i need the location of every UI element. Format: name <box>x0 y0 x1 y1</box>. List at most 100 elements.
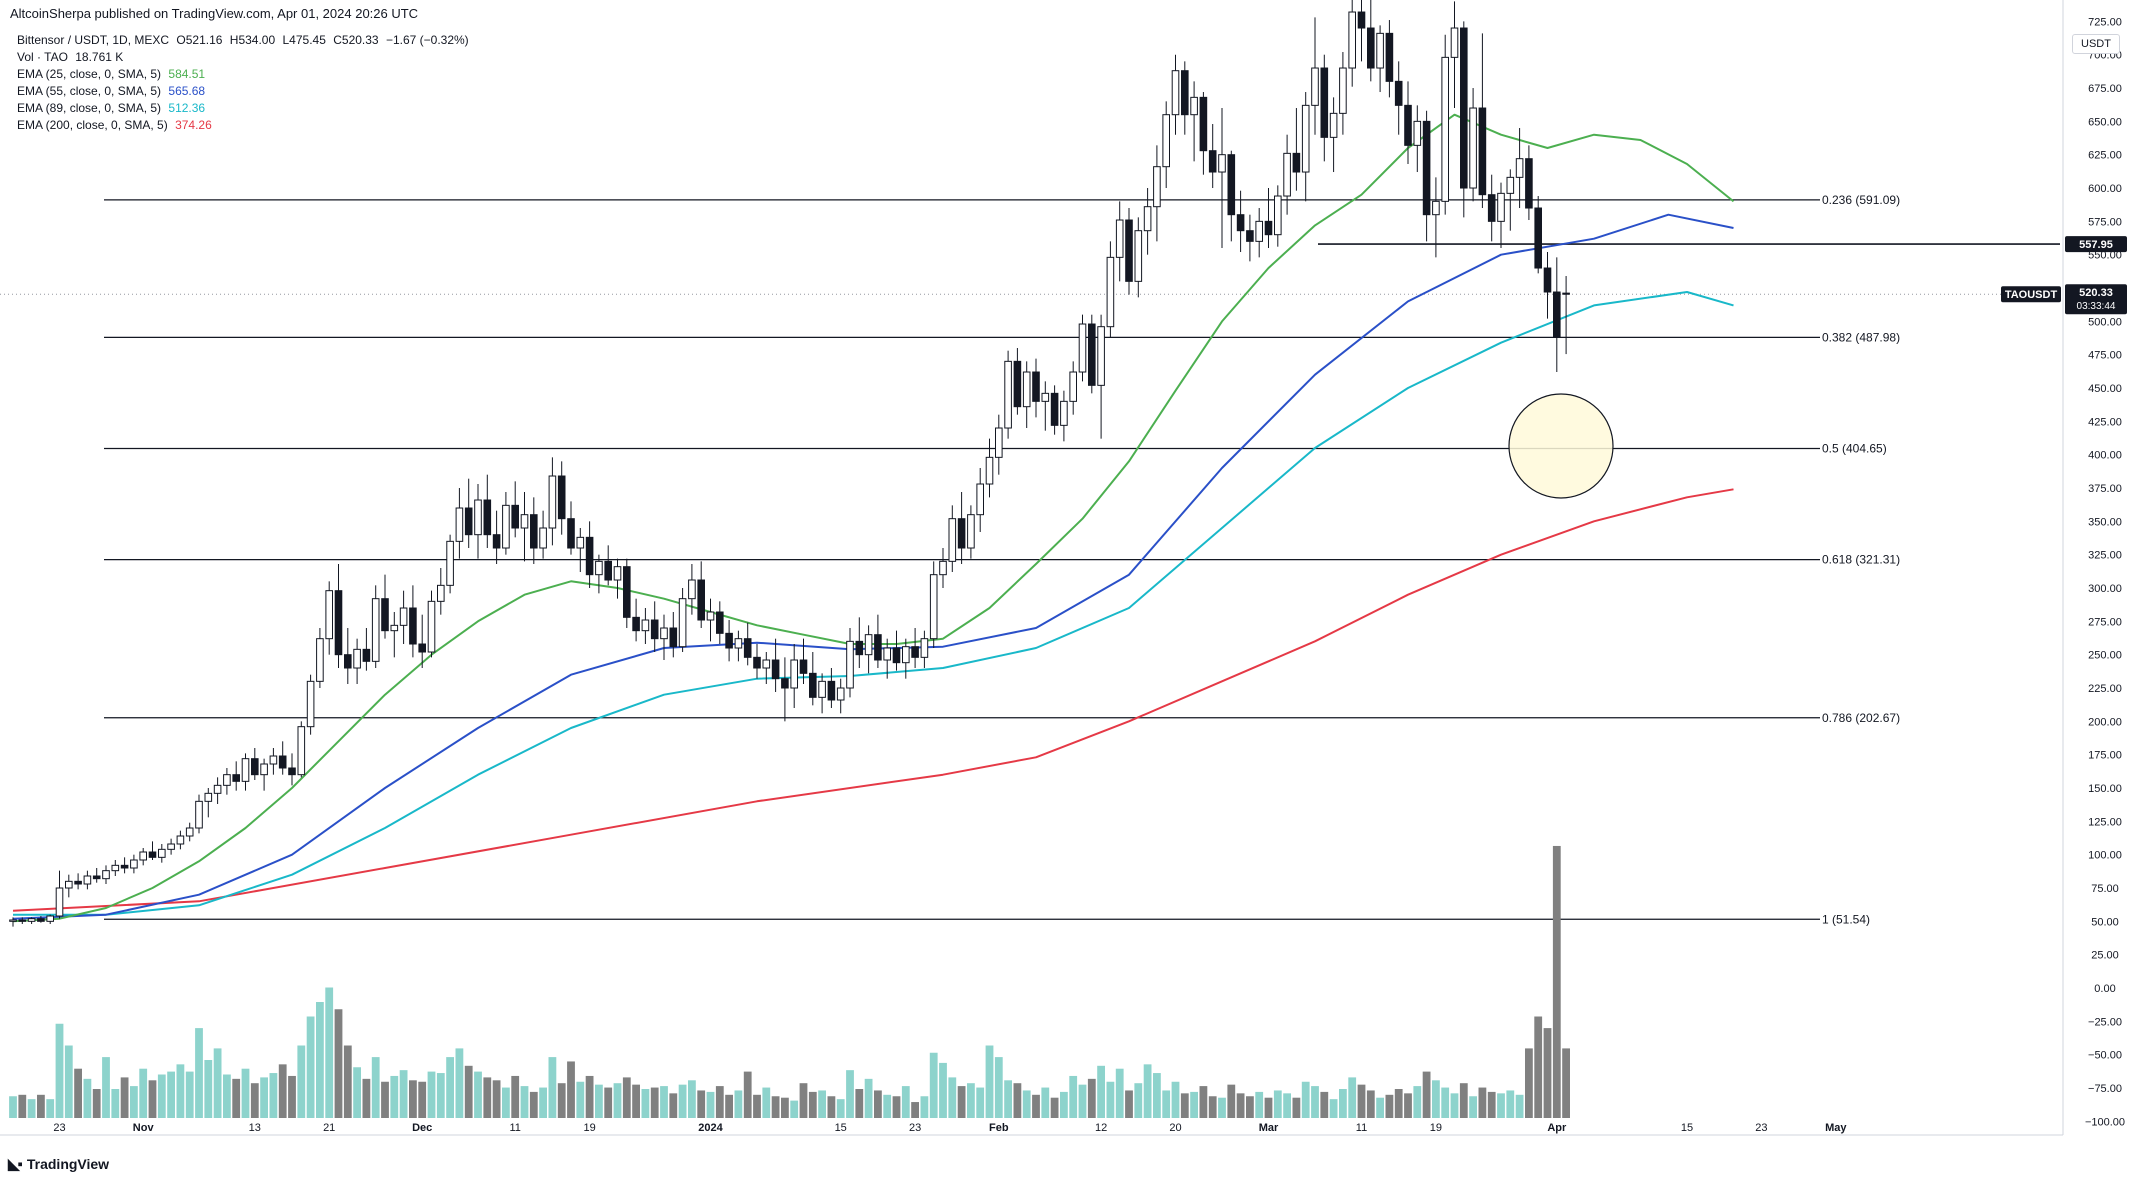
candle-body <box>623 566 631 618</box>
volume-bar <box>1246 1096 1254 1118</box>
ema89-row[interactable]: EMA (89, close, 0, SMA, 5) 512.36 <box>17 100 473 117</box>
published-caption: AltcoinSherpa published on TradingView.c… <box>10 6 419 21</box>
candle-body <box>1218 154 1226 173</box>
candle-body <box>1115 219 1124 258</box>
candle-body <box>1478 107 1487 196</box>
candle-body <box>139 851 147 861</box>
volume-bar <box>1190 1091 1198 1118</box>
ema200-label: EMA (200, close, 0, SMA, 5) <box>17 118 168 132</box>
volume-bar <box>976 1087 985 1118</box>
candle-body <box>418 643 426 653</box>
volume-bar <box>1097 1065 1105 1118</box>
candle-body <box>344 654 352 669</box>
ema55-row[interactable]: EMA (55, close, 0, SMA, 5) 565.68 <box>17 83 473 100</box>
volume-bar <box>250 1083 259 1118</box>
volume-bar <box>1013 1083 1022 1118</box>
time-tick-label: 19 <box>1430 1122 1442 1134</box>
candle-body <box>241 758 250 782</box>
last-price-tag-bg <box>2065 284 2127 315</box>
candle-body <box>520 514 529 529</box>
candle-body <box>232 774 240 782</box>
candle-body <box>650 619 659 640</box>
volume-bar <box>399 1070 408 1118</box>
volume-bar <box>595 1084 603 1118</box>
volume-bar <box>343 1045 352 1118</box>
volume-bar <box>1050 1097 1059 1118</box>
candle-body <box>1432 200 1440 216</box>
volume-bar <box>1450 1093 1459 1118</box>
volume-bar <box>1376 1097 1384 1118</box>
price-tick-label: 400.00 <box>2088 450 2122 462</box>
volume-bar <box>418 1081 427 1118</box>
price-tick-label: −50.00 <box>2088 1050 2122 1062</box>
candle-body <box>1264 220 1273 236</box>
volume-bar <box>939 1062 947 1118</box>
price-tick-label: 675.00 <box>2088 83 2122 95</box>
candle-body <box>1246 230 1254 242</box>
time-tick-label: May <box>1825 1122 1847 1134</box>
ticker-tag-bg <box>2001 286 2061 303</box>
volume-bar <box>436 1073 445 1118</box>
volume-bar <box>920 1096 929 1118</box>
volume-bar <box>678 1084 687 1118</box>
volume-bar <box>985 1045 994 1118</box>
volume-bar <box>1162 1090 1171 1118</box>
fib-retracement[interactable]: 0 (757.75)0.236 (591.09)0.382 (487.98)0.… <box>0 0 2063 926</box>
currency-selector[interactable]: USDT <box>2072 34 2120 54</box>
price-axis[interactable]: 800.00775.00750.00725.00700.00675.00650.… <box>2001 0 2127 1135</box>
price-tick-label: 0.00 <box>2094 983 2115 995</box>
candle-body <box>781 678 789 689</box>
candle-body <box>9 919 17 922</box>
price-tick-label: 150.00 <box>2088 783 2122 795</box>
candle-body <box>446 540 454 586</box>
candle-body <box>92 875 101 880</box>
volume-bar <box>929 1052 938 1118</box>
candle-body <box>111 864 120 872</box>
ema200-row[interactable]: EMA (200, close, 0, SMA, 5) 374.26 <box>17 117 473 134</box>
candle-body <box>1013 360 1022 408</box>
volume-bar <box>818 1090 826 1118</box>
candle-body <box>1004 360 1012 429</box>
price-tick-label: 275.00 <box>2088 616 2122 628</box>
volume-bar <box>241 1068 250 1118</box>
volume-bar <box>362 1078 371 1118</box>
volume-bar <box>1283 1093 1291 1118</box>
volume-bar <box>1273 1090 1282 1118</box>
candle-body <box>185 827 194 837</box>
symbol-name[interactable]: Bittensor / USDT, 1D, MEXC <box>17 33 170 47</box>
time-axis[interactable]: 23 Nov 13 21 Dec 11 19 2024 15 23 Feb 12 20 Mar 11 19 Ap… <box>0 1122 2063 1136</box>
volume-bar <box>641 1089 650 1118</box>
candle-body <box>371 598 380 662</box>
volume-bar <box>734 1090 743 1118</box>
candle-body <box>1413 120 1422 146</box>
volume-bar <box>846 1070 854 1118</box>
volume-bar <box>864 1078 873 1118</box>
volume-bar <box>1348 1077 1357 1118</box>
volume-bar <box>502 1087 510 1118</box>
candle-body <box>83 875 92 885</box>
candle-body <box>827 680 836 701</box>
candle-body <box>1208 150 1217 173</box>
candle-body <box>1487 194 1496 222</box>
volume-bar <box>548 1057 557 1118</box>
volume-bar <box>967 1083 975 1118</box>
level-price-tag: 557.95 <box>2079 239 2113 251</box>
time-tick-label: 13 <box>249 1122 261 1134</box>
volume-bar <box>567 1061 575 1118</box>
candle-body <box>213 784 222 794</box>
candle-body <box>288 767 296 776</box>
tradingview-logo[interactable]: ◣▪ TradingView <box>8 1155 109 1173</box>
volume-row[interactable]: Vol · TAO 18.761 K <box>17 49 473 66</box>
candle-body <box>548 475 557 529</box>
candle-body <box>1283 152 1291 197</box>
volume-bar <box>492 1080 501 1118</box>
ema89-line <box>13 291 1734 916</box>
candle-body <box>325 590 333 640</box>
candle-body <box>1553 291 1561 338</box>
volume-bar <box>371 1057 380 1118</box>
volume-bar <box>204 1060 213 1118</box>
ema25-row[interactable]: EMA (25, close, 0, SMA, 5) 584.51 <box>17 66 473 83</box>
price-tick-label: 325.00 <box>2088 550 2122 562</box>
